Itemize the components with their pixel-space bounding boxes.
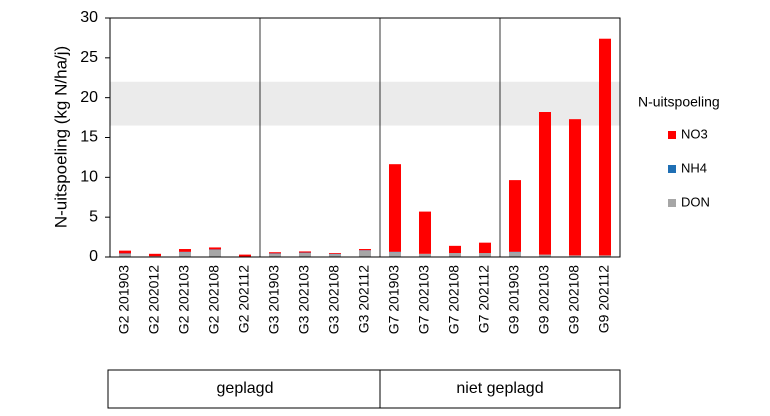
bar-segment [209, 247, 221, 250]
bar-segment [299, 251, 311, 253]
bar-segment [539, 254, 551, 257]
legend-title: N-uitspoeling [638, 94, 720, 110]
x-tick-label: G7 201903 [386, 265, 402, 334]
bar-segment [119, 253, 131, 257]
bar-segment [449, 253, 461, 257]
legend-label: NO3 [681, 126, 708, 141]
bar-segment [599, 255, 611, 257]
legend-swatch [668, 131, 676, 139]
x-tick-label: G2 202103 [176, 265, 192, 334]
x-tick-label: G3 202112 [356, 265, 372, 333]
x-tick-label: G9 202112 [596, 265, 612, 333]
y-tick-label: 20 [80, 89, 98, 106]
y-tick-label: 0 [89, 248, 98, 265]
bar-segment [359, 250, 371, 257]
y-tick-label: 25 [80, 49, 98, 66]
bar-segment [299, 253, 311, 257]
bar-segment [239, 254, 251, 257]
x-tick-label: G3 201903 [266, 265, 282, 334]
x-tick-label: G2 202012 [146, 265, 162, 334]
bar-segment [149, 253, 161, 257]
y-tick-label: 5 [89, 208, 98, 225]
x-tick-label: G7 202112 [476, 265, 492, 333]
bar-segment [269, 253, 281, 257]
x-tick-label: G2 202112 [236, 265, 252, 333]
bar-segment [389, 252, 401, 257]
bar-segment [479, 242, 491, 254]
x-tick-label: G9 201903 [506, 265, 522, 334]
bar-segment [389, 164, 401, 252]
x-tick-label: G9 202108 [566, 265, 582, 334]
bar-segment [479, 253, 491, 257]
legend-swatch [668, 199, 676, 207]
y-tick-label: 10 [80, 169, 98, 186]
bar-segment [449, 245, 461, 254]
bar-segment [539, 112, 551, 255]
group-label: geplagd [217, 380, 274, 397]
x-tick-label: G2 201903 [116, 265, 132, 334]
bar-segment [269, 252, 281, 254]
bar-segment [179, 252, 191, 257]
x-tick-label: G2 202108 [206, 265, 222, 334]
legend-swatch [668, 165, 676, 173]
bar-segment [569, 119, 581, 256]
group-box [107, 369, 621, 409]
x-tick-label: G9 202103 [536, 265, 552, 334]
bar-segment [359, 249, 371, 251]
bar-segment [209, 249, 221, 257]
bar-segment [599, 38, 611, 256]
y-tick-label: 15 [80, 129, 98, 146]
x-tick-label: G7 202103 [416, 265, 432, 334]
x-tick-label: G3 202108 [326, 265, 342, 334]
reference-band [110, 81, 620, 126]
legend-label: DON [681, 194, 710, 209]
x-tick-label: G3 202103 [296, 265, 312, 334]
bar-segment [419, 253, 431, 257]
y-tick-label: 30 [80, 9, 98, 26]
x-tick-label: G7 202108 [446, 265, 462, 334]
bar-segment [329, 254, 341, 257]
plot-frame [109, 17, 621, 258]
bar-segment [569, 255, 581, 257]
group-label: niet geplagd [456, 380, 543, 397]
bar-segment [119, 250, 131, 254]
bar-segment [329, 253, 341, 254]
y-axis-label: N-uitspoeling (kg N/ha/j) [51, 46, 70, 228]
bar-segment [179, 249, 191, 252]
bar-segment [419, 211, 431, 254]
bar-segment [509, 180, 521, 252]
legend-label: NH4 [681, 160, 707, 175]
bar-segment [509, 252, 521, 257]
